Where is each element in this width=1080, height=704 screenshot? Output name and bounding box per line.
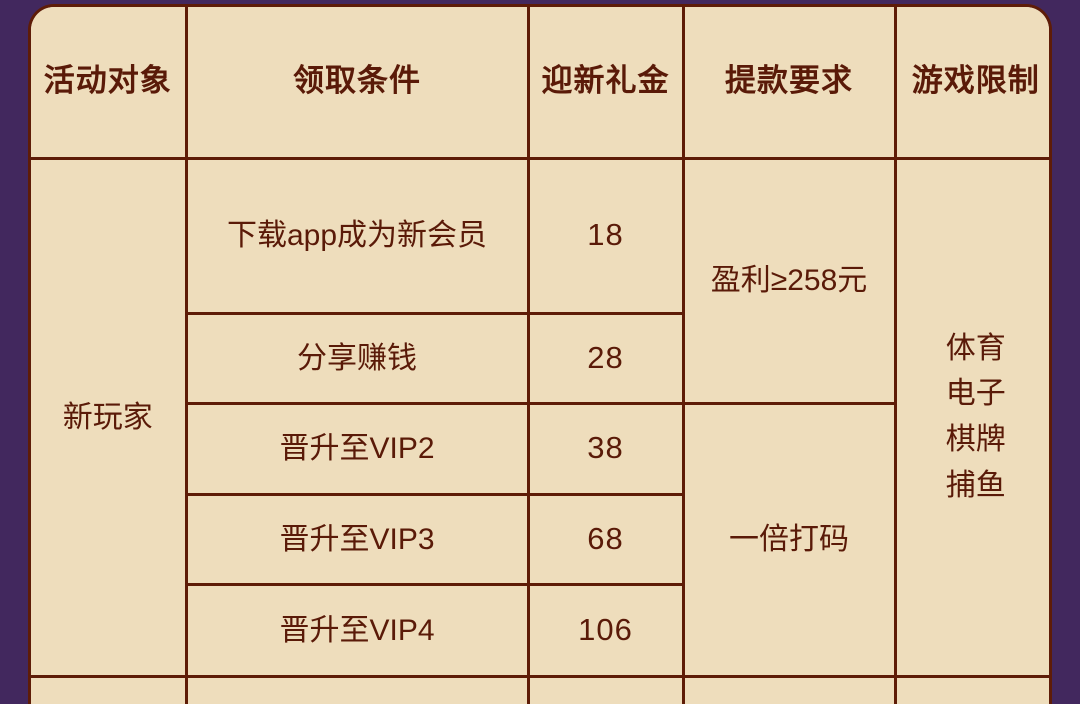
table-row: 晋升至VIP3 68 (31, 492, 1049, 586)
game-limit-item: 体育 (945, 331, 1006, 365)
table-body: 新玩家 下载app成为新会员 18 盈利≥258元 体育 电子 棋牌 捕鱼 分享… (31, 156, 1049, 704)
header-row: 活动对象 领取条件 迎新礼金 提款要求 游戏限制 (31, 7, 1049, 160)
header-game-restriction: 游戏限制 (893, 7, 1049, 160)
header-activity-target: 活动对象 (31, 7, 188, 160)
cell-gift-1: 18 (526, 156, 685, 315)
cell-condition-3: 晋升至VIP2 (186, 401, 530, 496)
cell-gift-next (526, 674, 685, 704)
table-header: 活动对象 领取条件 迎新礼金 提款要求 游戏限制 (31, 7, 1049, 160)
cell-withdrawal-next (681, 674, 897, 704)
cell-condition-5: 晋升至VIP4 (186, 582, 530, 678)
game-limit-item: 棋牌 (945, 423, 1006, 456)
cell-condition-1: 下载app成为新会员 (184, 156, 530, 315)
table-row: 分享赚钱 28 (31, 311, 1049, 405)
header-welcome-bonus: 迎新礼金 (526, 7, 685, 160)
cell-withdrawal-rollover: 一倍打码 (681, 401, 895, 678)
table-row-clipped (31, 674, 1049, 704)
cell-withdrawal-profit: 盈利≥258元 (681, 156, 897, 405)
cell-gift-4: 68 (526, 492, 683, 586)
cell-game-next (893, 674, 1049, 704)
header-claim-condition: 领取条件 (184, 7, 530, 160)
header-withdrawal-requirement: 提款要求 (681, 7, 897, 160)
table-row: 晋升至VIP2 38 一倍打码 (31, 401, 1049, 678)
cell-target-new-player: 新玩家 (31, 156, 188, 678)
game-limit-item: 捕鱼 (945, 468, 1006, 502)
cell-gift-5: 106 (526, 582, 683, 678)
cell-condition-4: 晋升至VIP3 (186, 492, 530, 586)
promo-table-container: 活动对象 领取条件 迎新礼金 提款要求 游戏限制 新玩家 下载app成为新会员 … (28, 4, 1052, 704)
cell-condition-next (184, 674, 530, 704)
table-row: 新玩家 下载app成为新会员 18 盈利≥258元 体育 电子 棋牌 捕鱼 (31, 156, 1049, 678)
cell-gift-3: 38 (526, 401, 685, 496)
cell-target-next (31, 674, 188, 704)
game-limit-item: 电子 (945, 377, 1006, 411)
table-row: 晋升至VIP4 106 (31, 582, 1049, 678)
cell-game-restriction: 体育 电子 棋牌 捕鱼 (893, 156, 1049, 678)
cell-condition-2: 分享赚钱 (186, 311, 530, 405)
cell-gift-2: 28 (526, 311, 683, 405)
promotion-table: 活动对象 领取条件 迎新礼金 提款要求 游戏限制 新玩家 下载app成为新会员 … (31, 7, 1049, 704)
